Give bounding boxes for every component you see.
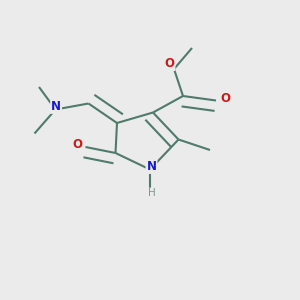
Text: N: N [51,100,61,113]
Text: N: N [146,160,157,173]
Text: O: O [72,138,82,151]
Text: O: O [220,92,230,106]
Text: O: O [164,57,175,70]
Text: H: H [148,188,155,199]
